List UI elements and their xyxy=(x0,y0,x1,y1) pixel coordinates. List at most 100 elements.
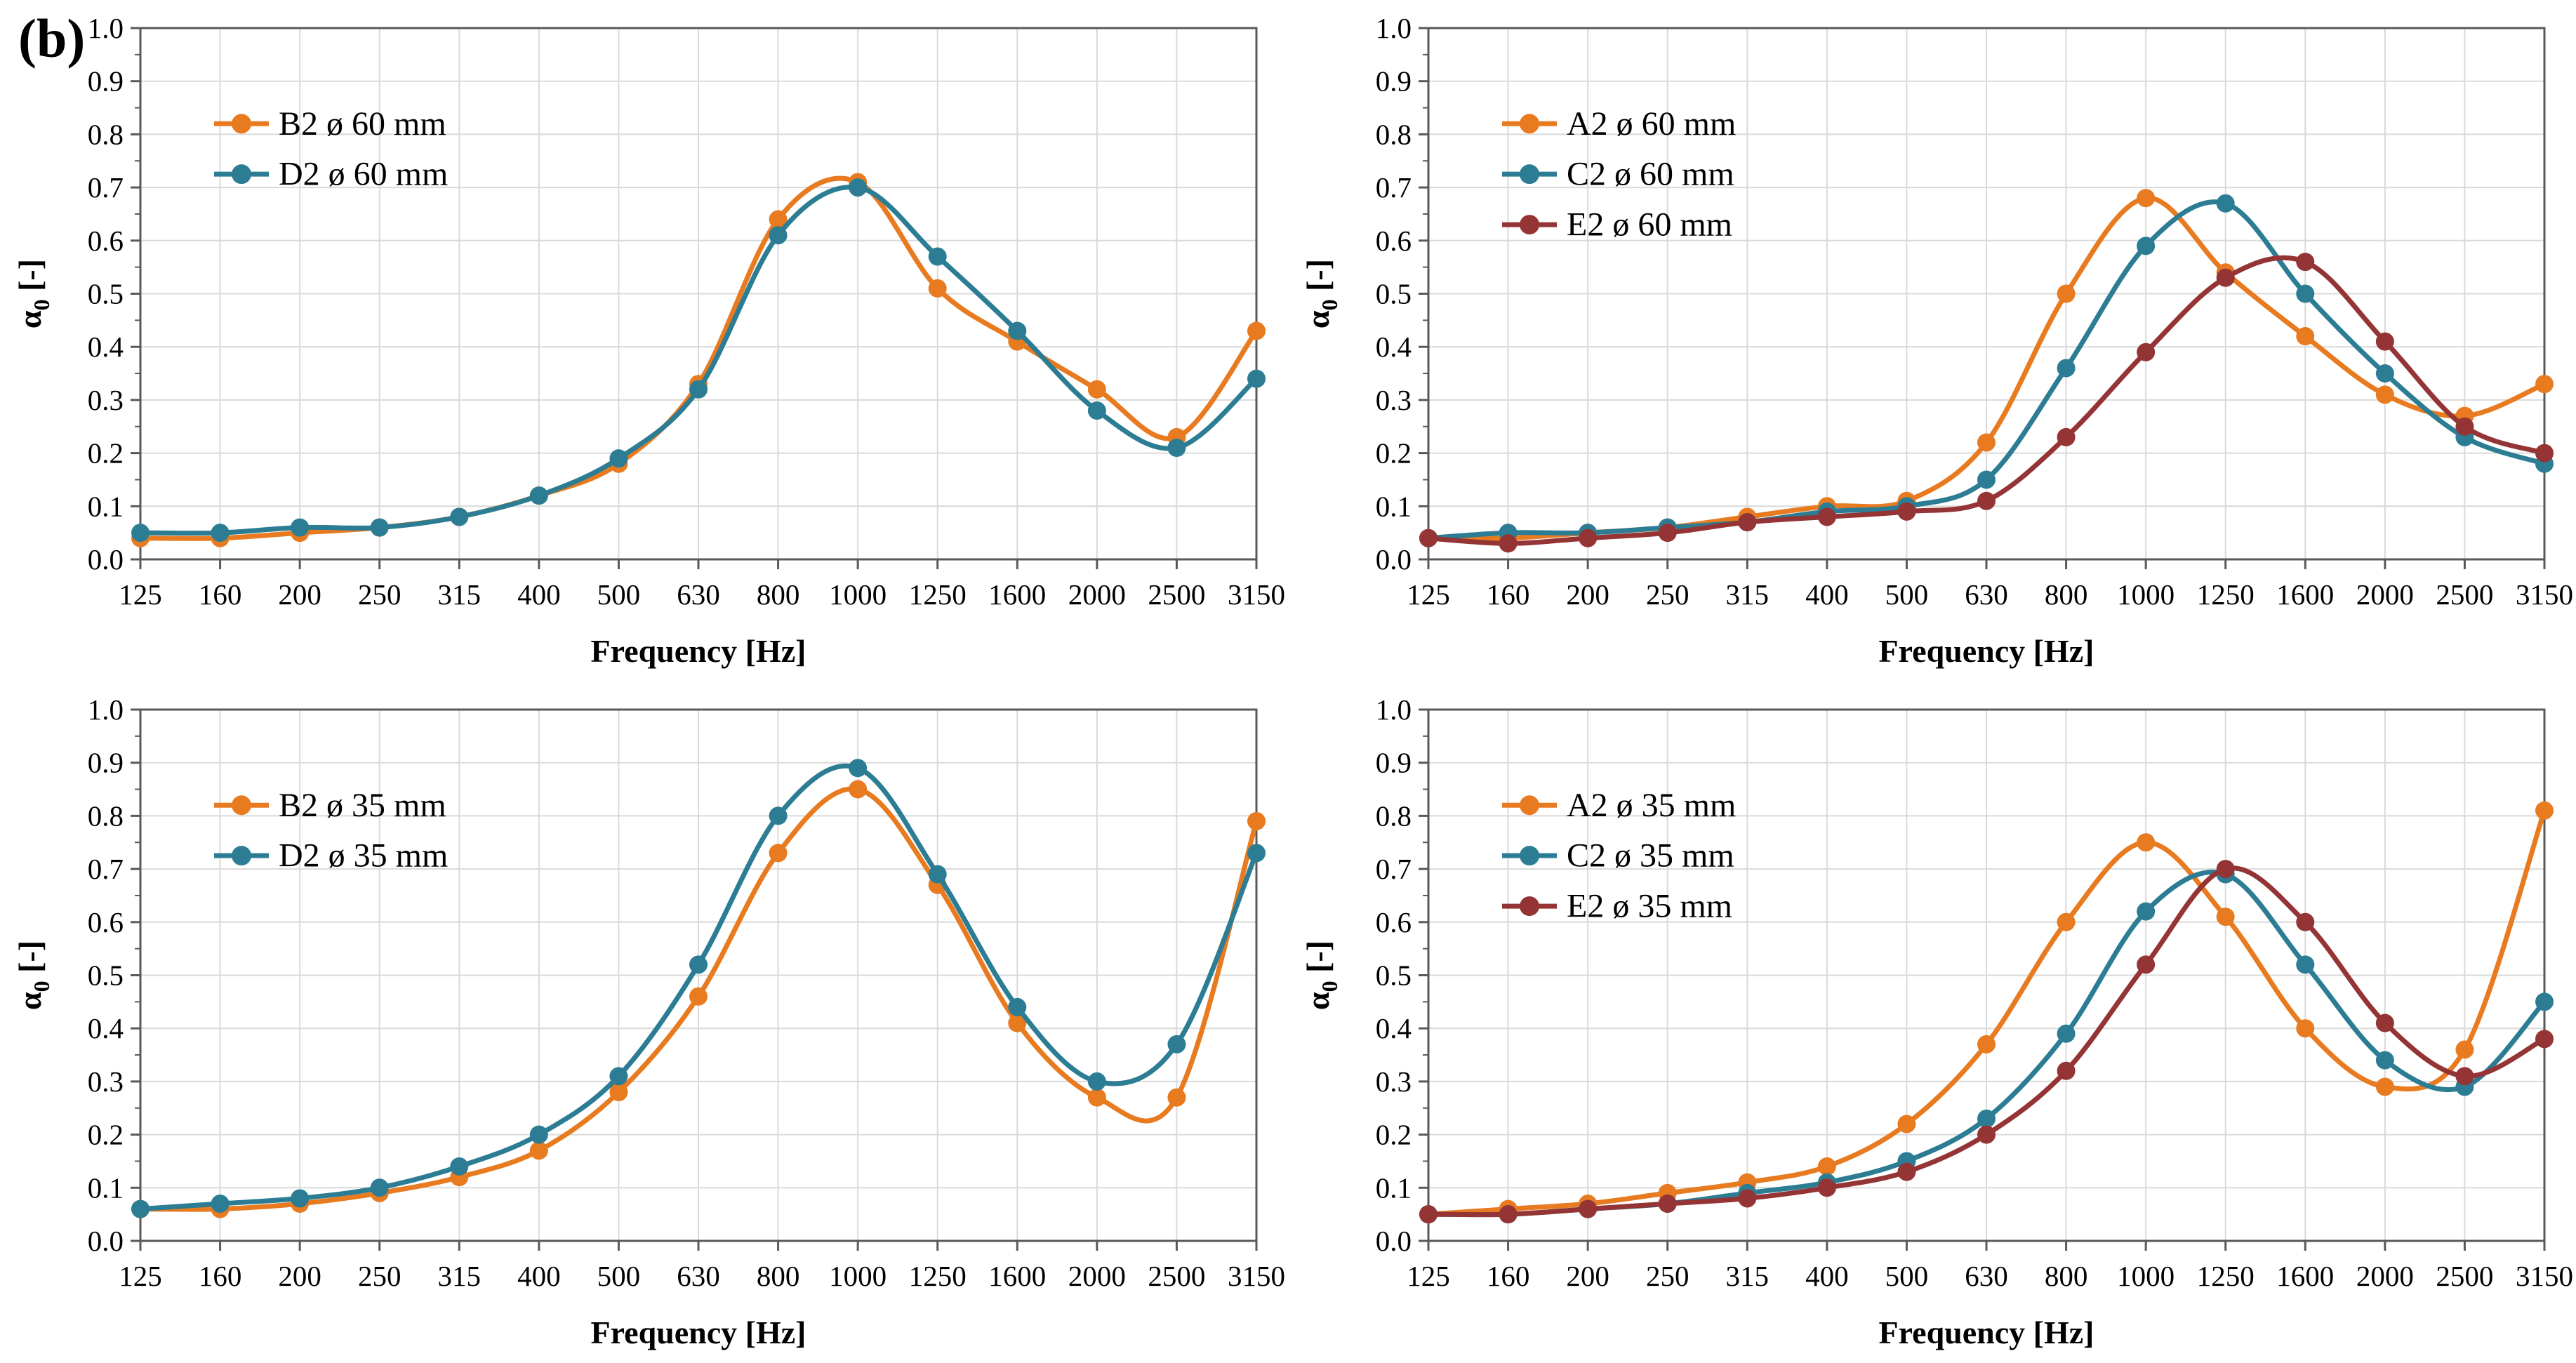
data-point-200 xyxy=(291,518,310,537)
legend-label: E2 ø 60 mm xyxy=(1567,206,1732,244)
legend-label: A2 ø 35 mm xyxy=(1567,787,1736,824)
y-tick-label: 0.3 xyxy=(1376,384,1412,416)
data-point-800 xyxy=(2057,359,2076,378)
x-tick-label: 400 xyxy=(517,578,561,611)
series-E2-ø-60-mm xyxy=(1419,253,2554,553)
x-tick-label: 1000 xyxy=(2117,578,2175,611)
y-tick-label: 0.1 xyxy=(88,1171,124,1204)
axis-labels: 0.0 0.1 0.2 0.3 0.4 0.5 0.6 0.7 0.8 0.9 1.0 125 160 2… xyxy=(1300,12,2573,669)
gridlines xyxy=(140,28,1256,559)
data-point-1000 xyxy=(849,780,868,799)
y-tick-label: 0.4 xyxy=(88,1012,124,1044)
chart-cell-top-right: 0.0 0.1 0.2 0.3 0.4 0.5 0.6 0.7 0.8 0.9 1.0 125 160 2… xyxy=(1288,0,2576,682)
legend-label: E2 ø 35 mm xyxy=(1567,888,1732,925)
x-tick-label: 800 xyxy=(2045,1260,2088,1292)
data-point-1000 xyxy=(849,178,868,197)
y-tick-label: 0.3 xyxy=(88,384,124,416)
x-tick-label: 1250 xyxy=(2197,578,2255,611)
x-tick-label: 160 xyxy=(1487,1260,1530,1292)
data-point-1000 xyxy=(2137,189,2156,208)
data-point-2000 xyxy=(2375,364,2394,383)
data-point-1600 xyxy=(2296,327,2315,346)
y-axis-title: α0 [-] xyxy=(1300,259,1342,328)
x-axis-title: Frequency [Hz] xyxy=(1878,633,2094,669)
y-tick-label: 1.0 xyxy=(88,693,124,726)
data-point-1600 xyxy=(1008,997,1027,1016)
x-tick-label: 125 xyxy=(119,1260,162,1292)
y-axis-title: α0 [-] xyxy=(12,940,54,1010)
data-point-125 xyxy=(1419,528,1438,547)
legend-item-D2-ø-60-mm: D2 ø 60 mm xyxy=(214,156,448,193)
data-point-1600 xyxy=(2296,1019,2315,1038)
x-tick-label: 200 xyxy=(278,578,321,611)
legend-marker xyxy=(1520,215,1539,235)
gridlines xyxy=(140,710,1256,1241)
y-tick-label: 0.1 xyxy=(1376,490,1412,522)
legend-marker xyxy=(1520,846,1539,866)
data-point-315 xyxy=(1738,1189,1757,1208)
data-point-160 xyxy=(211,1195,230,1214)
y-tick-label: 0.9 xyxy=(88,65,124,98)
data-point-1250 xyxy=(928,247,947,266)
data-point-400 xyxy=(529,486,548,505)
series-D2-ø-60-mm xyxy=(131,178,1266,543)
data-point-400 xyxy=(529,1141,548,1160)
data-point-630 xyxy=(689,380,708,399)
y-tick-label: 0.6 xyxy=(88,906,124,938)
x-tick-label: 1600 xyxy=(988,578,1046,611)
x-tick-label: 2500 xyxy=(1148,1260,1205,1292)
x-tick-label: 315 xyxy=(438,578,482,611)
data-point-200 xyxy=(1579,1199,1598,1218)
data-point-1600 xyxy=(2296,284,2315,303)
x-tick-label: 160 xyxy=(1487,578,1530,611)
data-point-1000 xyxy=(2137,237,2156,255)
data-point-3150 xyxy=(1247,321,1266,340)
y-tick-label: 0.3 xyxy=(88,1065,124,1098)
chart-cell-top-left: 0.0 0.1 0.2 0.3 0.4 0.5 0.6 0.7 0.8 0.9 1.0 125 160 2… xyxy=(0,0,1288,682)
axes xyxy=(131,27,1258,569)
x-tick-label: 160 xyxy=(199,578,242,611)
data-point-500 xyxy=(1897,1162,1916,1181)
x-tick-label: 800 xyxy=(757,1260,800,1292)
legend-marker xyxy=(1520,114,1539,134)
data-point-160 xyxy=(1499,534,1518,553)
data-point-1000 xyxy=(2137,833,2156,852)
y-tick-label: 0.2 xyxy=(88,1119,124,1151)
x-tick-label: 2500 xyxy=(2436,578,2493,611)
legend-item-A2-ø-35-mm: A2 ø 35 mm xyxy=(1502,787,1736,824)
x-tick-label: 125 xyxy=(1407,578,1450,611)
legend-label: C2 ø 60 mm xyxy=(1567,156,1734,193)
data-point-2500 xyxy=(2455,1067,2474,1086)
data-point-200 xyxy=(291,1189,310,1208)
data-point-250 xyxy=(370,518,389,537)
legend-label: B2 ø 60 mm xyxy=(279,105,446,142)
series-D2-ø-35-mm xyxy=(131,759,1266,1218)
y-tick-label: 0.6 xyxy=(1376,225,1412,257)
legend: A2 ø 60 mm C2 ø 60 mm E2 ø 60 mm xyxy=(1502,105,1736,244)
data-point-1250 xyxy=(2216,268,2235,287)
x-tick-label: 800 xyxy=(757,578,800,611)
series-line xyxy=(138,184,1259,536)
legend-item-A2-ø-60-mm: A2 ø 60 mm xyxy=(1502,105,1736,142)
data-point-250 xyxy=(1658,1195,1677,1214)
series-line xyxy=(1426,199,2547,541)
x-tick-label: 160 xyxy=(199,1260,242,1292)
legend-label: D2 ø 35 mm xyxy=(279,837,448,875)
data-point-1000 xyxy=(2137,955,2156,974)
x-tick-label: 630 xyxy=(1965,578,2008,611)
x-tick-label: 400 xyxy=(1805,1260,1849,1292)
y-tick-label: 0.7 xyxy=(1376,171,1412,204)
data-point-1000 xyxy=(2137,902,2156,921)
x-tick-label: 250 xyxy=(1646,578,1689,611)
legend-item-E2-ø-35-mm: E2 ø 35 mm xyxy=(1502,888,1732,925)
data-point-2000 xyxy=(2375,332,2394,351)
data-point-3150 xyxy=(1247,844,1266,863)
data-point-800 xyxy=(2057,1061,2076,1080)
legend-marker xyxy=(232,164,251,185)
data-point-1000 xyxy=(2137,343,2156,361)
x-tick-label: 1000 xyxy=(829,1260,887,1292)
data-point-2500 xyxy=(1167,1035,1186,1053)
data-point-3150 xyxy=(1247,369,1266,388)
